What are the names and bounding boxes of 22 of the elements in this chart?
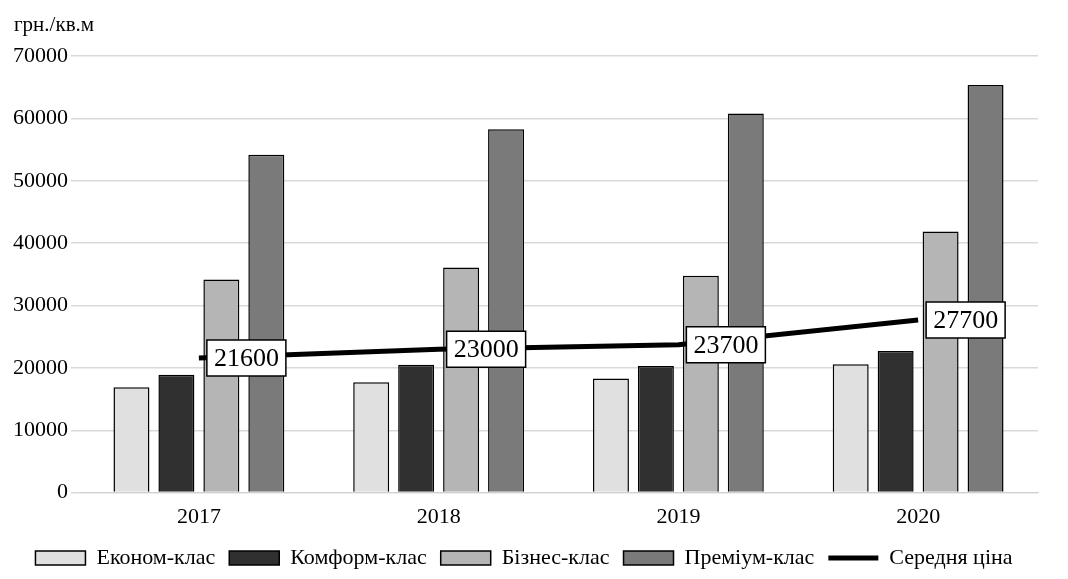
x-tick-label: 2018 — [416, 502, 461, 528]
legend-label: Економ-клас — [96, 543, 216, 569]
data-label: 23000 — [453, 334, 519, 364]
data-label: 23700 — [693, 329, 759, 359]
y-tick-label: 10000 — [13, 416, 68, 442]
x-tick-label: 2020 — [896, 502, 941, 528]
x-tick-label: 2017 — [176, 502, 221, 528]
legend-label: Преміум-клас — [684, 543, 815, 569]
y-tick-label: 20000 — [13, 353, 68, 379]
y-tick-label: 60000 — [13, 104, 68, 130]
legend-label: Середня ціна — [889, 543, 1013, 569]
x-tick-label: 2019 — [656, 502, 701, 528]
y-tick-label: 0 — [57, 478, 68, 504]
y-axis-title: грн./кв.м — [14, 12, 95, 37]
y-tick-label: 50000 — [13, 166, 68, 192]
legend-label: Комформ-клас — [290, 543, 427, 569]
legend-label: Бізнес-клас — [501, 543, 610, 569]
data-label: 21600 — [213, 342, 279, 372]
y-tick-label: 70000 — [13, 41, 68, 67]
y-tick-label: 30000 — [13, 291, 68, 317]
y-tick-label: 40000 — [13, 229, 68, 255]
data-label: 27700 — [933, 304, 999, 334]
